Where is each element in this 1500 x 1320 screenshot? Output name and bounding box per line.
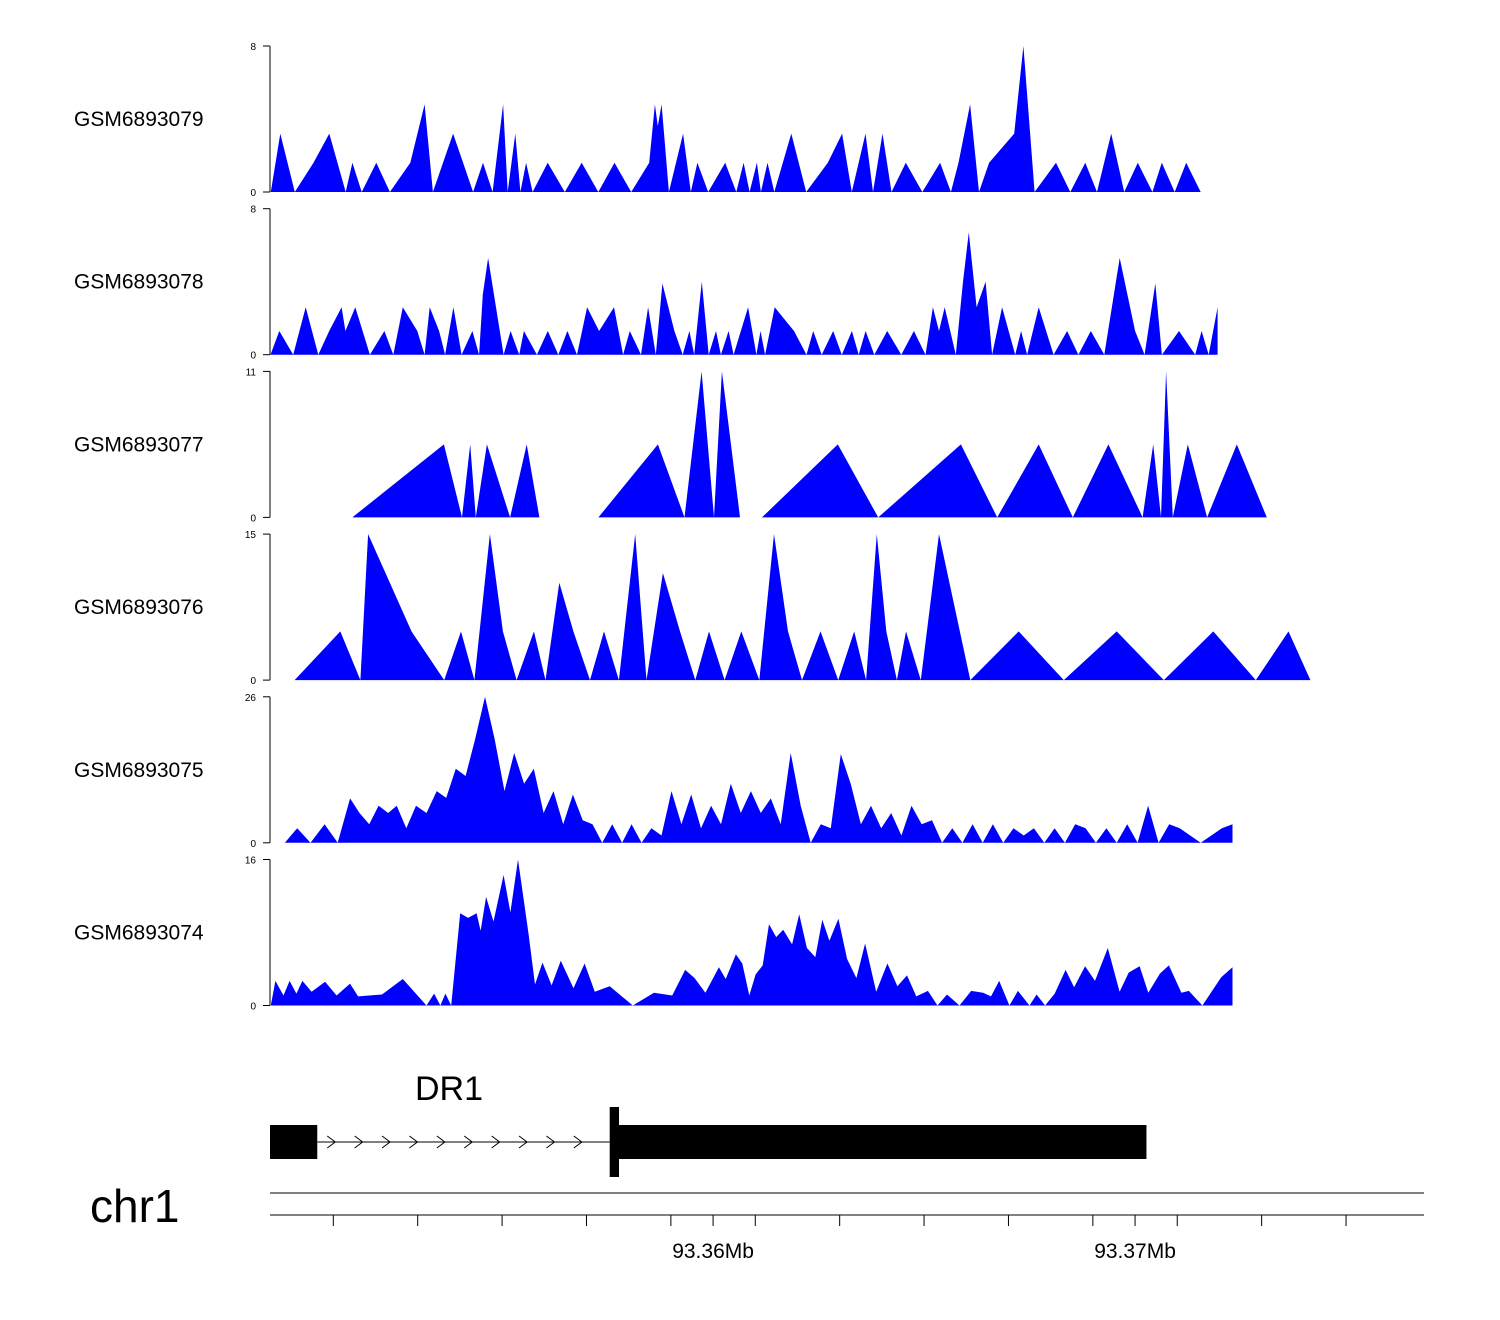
track-GSM6893078: GSM6893078 8 0: [74, 205, 1218, 362]
strand-chevron: [354, 1135, 364, 1149]
strand-chevron: [573, 1135, 583, 1149]
track-GSM6893075: GSM6893075 26 0: [74, 693, 1233, 850]
track-GSM6893079: GSM6893079 8 0: [74, 42, 1218, 199]
strand-chevron: [409, 1135, 419, 1149]
coverage-area: [270, 46, 1218, 192]
strand-chevron: [491, 1135, 501, 1149]
exon-utr-5: [270, 1125, 318, 1159]
track-name-label: GSM6893075: [74, 759, 204, 782]
track-GSM6893074: GSM6893074 16 0: [74, 856, 1233, 1013]
y-tick-label-max: 8: [250, 42, 256, 53]
gene-label: DR1: [415, 1070, 483, 1108]
chromosome-label: chr1: [90, 1180, 179, 1232]
axis-tick-label: 93.36Mb: [672, 1240, 754, 1263]
coverage-area: [352, 371, 1267, 518]
y-tick-label-min: 0: [250, 513, 256, 524]
y-tick-label-min: 0: [250, 188, 256, 199]
exon-coding-start: [609, 1107, 620, 1177]
strand-chevron: [381, 1135, 391, 1149]
track-name-label: GSM6893074: [74, 922, 204, 945]
coverage-area: [284, 696, 1233, 843]
y-tick-label-max: 15: [245, 530, 257, 541]
coverage-area: [270, 232, 1218, 355]
coverage-area: [270, 859, 1233, 1006]
track-name-label: GSM6893077: [74, 433, 204, 456]
strand-chevron: [546, 1135, 556, 1149]
y-tick-label-min: 0: [250, 351, 256, 362]
y-tick-label-min: 0: [250, 676, 256, 687]
gene-model: DR1: [270, 1070, 1147, 1177]
genome-axis: chr1 93.36Mb 93.37Mb: [90, 1180, 1424, 1263]
axis-tick-label: 93.37Mb: [1094, 1240, 1176, 1263]
track-name-label: GSM6893079: [74, 108, 204, 131]
y-tick-label-max: 8: [250, 205, 256, 216]
strand-chevron: [436, 1135, 446, 1149]
strand-chevron: [463, 1135, 474, 1149]
strand-chevron: [326, 1135, 337, 1149]
track-GSM6893076: GSM6893076 15 0: [74, 530, 1311, 687]
track-name-label: GSM6893078: [74, 271, 204, 294]
coverage-area: [294, 534, 1311, 681]
y-tick-label-max: 16: [245, 856, 257, 867]
track-GSM6893077: GSM6893077 11 0: [74, 367, 1267, 524]
y-tick-label-min: 0: [250, 839, 256, 850]
y-tick-label-max: 26: [245, 693, 257, 704]
exon-large: [616, 1125, 1147, 1159]
track-name-label: GSM6893076: [74, 596, 204, 619]
coverage-tracks: GSM689307980GSM689307880GSM6893077110GSM…: [74, 42, 1311, 1013]
y-tick-label-max: 11: [246, 367, 257, 378]
strand-chevron: [518, 1135, 528, 1149]
y-tick-label-min: 0: [250, 1002, 256, 1013]
